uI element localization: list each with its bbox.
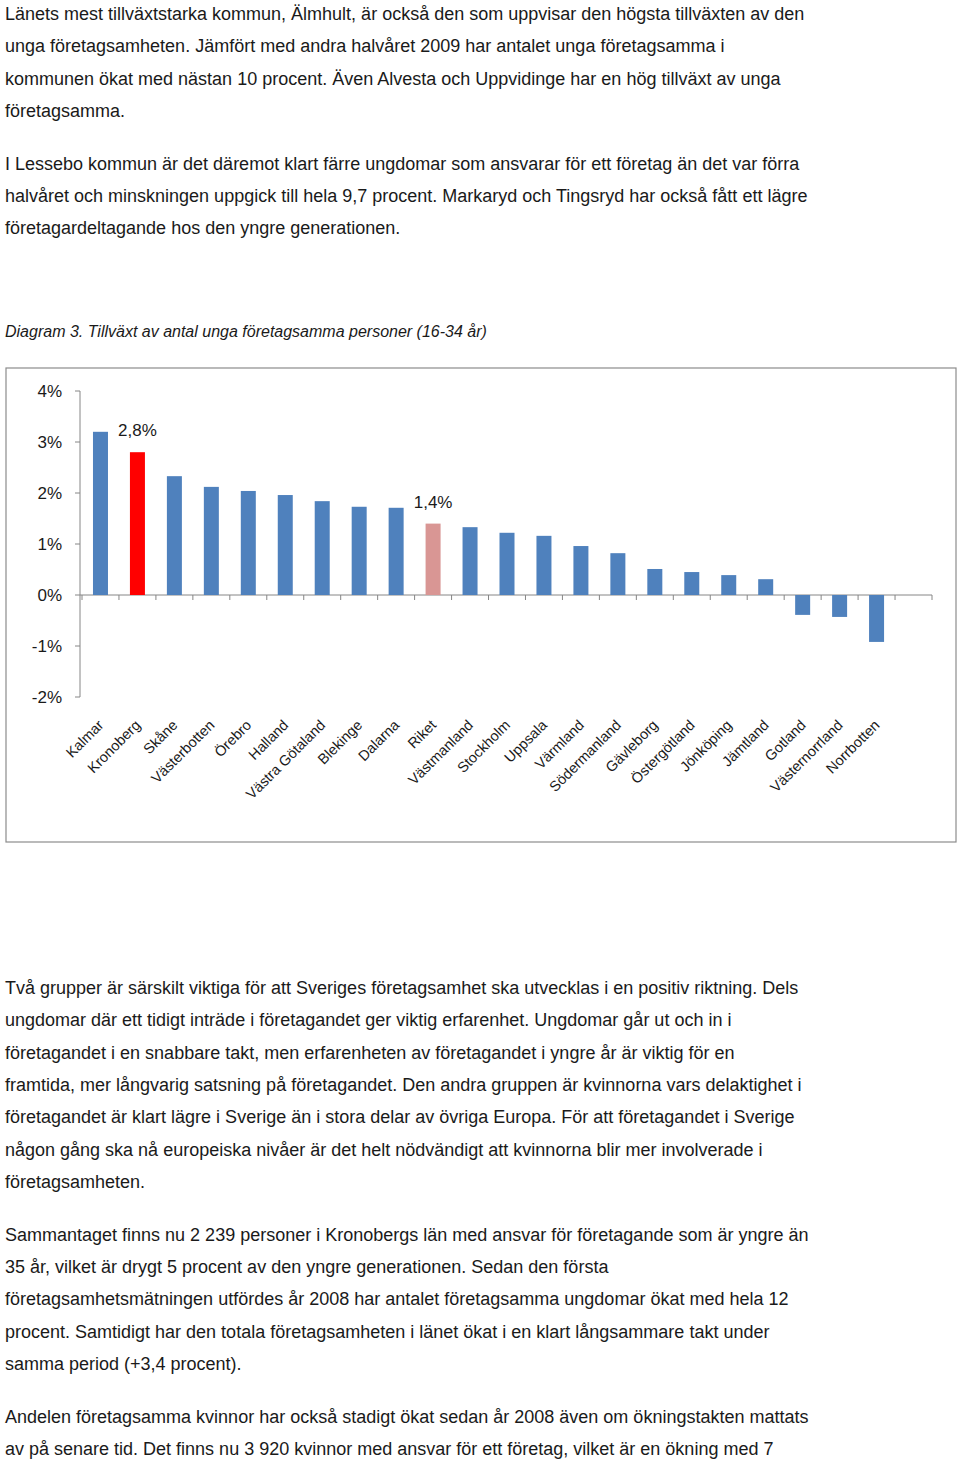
x-tick-label: Norrbotten (823, 717, 883, 777)
y-tick-label: 2% (37, 484, 62, 503)
bar (647, 569, 662, 595)
x-tick (377, 595, 378, 600)
bar (204, 487, 219, 595)
bar (241, 491, 256, 595)
bar (352, 507, 367, 595)
bar (610, 553, 625, 595)
y-tick (75, 697, 80, 698)
x-tick (932, 595, 933, 600)
x-tick (710, 595, 711, 600)
text-line: Andelen företagsamma kvinnor har också s… (5, 1401, 808, 1433)
x-tick (673, 595, 674, 600)
x-tick (599, 595, 600, 600)
x-tick (636, 595, 637, 600)
bar (93, 432, 108, 595)
bar (130, 452, 145, 595)
text-line: unga företagsamheten. Jämfört med andra … (5, 30, 724, 62)
text-line: företagsamhetsmätningen utfördes år 2008… (5, 1283, 788, 1315)
x-tick (451, 595, 452, 600)
text-line: företagardeltagande hos den yngre genera… (5, 212, 400, 244)
chart-frame (6, 368, 956, 842)
y-tick-label: 4% (37, 382, 62, 401)
x-tick (155, 595, 156, 600)
bar (389, 508, 404, 595)
x-tick-label: Västerbotten (148, 717, 217, 786)
x-tick-label: Kronoberg (84, 717, 143, 776)
bar (573, 546, 588, 595)
x-tick-label: Jämtland (719, 717, 772, 770)
chart: -2%-1%0%1%2%3%4%2,8%1,4%KalmarKronobergS… (0, 0, 960, 1462)
text-line: samma period (+3,4 procent). (5, 1348, 242, 1380)
x-tick (562, 595, 563, 600)
x-tick (340, 595, 341, 600)
caption: Diagram 3. Tillväxt av antal unga företa… (5, 320, 487, 344)
x-tick (303, 595, 304, 600)
bar (684, 572, 699, 595)
x-tick (82, 595, 83, 600)
bar (721, 575, 736, 595)
y-tick-label: 0% (37, 586, 62, 605)
bar (463, 527, 478, 595)
x-tick (895, 595, 896, 600)
y-tick (75, 442, 80, 443)
bar (500, 533, 515, 595)
bar (795, 595, 810, 615)
data-label: 1,4% (414, 493, 453, 512)
text-line: kommunen ökat med nästan 10 procent. Äve… (5, 63, 780, 95)
y-tick-label: 3% (37, 433, 62, 452)
x-tick (266, 595, 267, 600)
x-tick (229, 595, 230, 600)
text-line: företagsamheten. (5, 1166, 145, 1198)
y-tick-label: -1% (32, 637, 62, 656)
y-tick (75, 595, 80, 596)
x-tick-label: Dalarna (355, 716, 403, 764)
text-line: företagandet i en snabbare takt, men erf… (5, 1037, 734, 1069)
bar (832, 595, 847, 617)
x-tick-label: Västra Götaland (243, 717, 328, 802)
x-tick-label: Östergötland (627, 716, 698, 787)
text-line: procent. Samtidigt har den totala företa… (5, 1316, 769, 1348)
x-tick (192, 595, 193, 600)
bars (93, 432, 884, 642)
y-tick-label: -2% (32, 688, 62, 707)
text-line: någon gång ska nå europeiska nivåer är d… (5, 1134, 762, 1166)
text-line: av på senare tid. Det finns nu 3 920 kvi… (5, 1433, 773, 1462)
y-tick (75, 391, 80, 392)
x-tick (118, 595, 119, 600)
x-tick-label: Stockholm (454, 717, 513, 776)
text-line: I Lessebo kommun är det däremot klart fä… (5, 148, 799, 180)
data-label: 2,8% (118, 421, 157, 440)
x-tick (488, 595, 489, 600)
text-line: Länets mest tillväxtstarka kommun, Älmhu… (5, 0, 804, 30)
text-line: framtida, mer långvarig satsning på före… (5, 1069, 801, 1101)
bar (536, 536, 551, 595)
x-tick (747, 595, 748, 600)
y-tick (75, 646, 80, 647)
text-line: 35 år, vilket är drygt 5 procent av den … (5, 1251, 608, 1283)
bar (426, 524, 441, 595)
bar (869, 595, 884, 642)
y-tick-label: 1% (37, 535, 62, 554)
text-line: Sammantaget finns nu 2 239 personer i Kr… (5, 1219, 808, 1251)
text-line: företagsamma. (5, 95, 125, 127)
x-tick (821, 595, 822, 600)
y-tick (75, 544, 80, 545)
text-line: Två grupper är särskilt viktiga för att … (5, 972, 798, 1004)
text-line: ungdomar där ett tidigt inträde i företa… (5, 1004, 731, 1036)
x-tick (525, 595, 526, 600)
bar (278, 495, 293, 595)
x-tick (784, 595, 785, 600)
bar (315, 501, 330, 595)
text-line: halvåret och minskningen uppgick till he… (5, 180, 807, 212)
bar (758, 579, 773, 595)
bar (167, 476, 182, 595)
x-tick (858, 595, 859, 600)
x-tick-label: Blekinge (315, 717, 366, 768)
x-tick (414, 595, 415, 600)
y-tick (75, 493, 80, 494)
text-line: företagandet är klart lägre i Sverige än… (5, 1101, 794, 1133)
